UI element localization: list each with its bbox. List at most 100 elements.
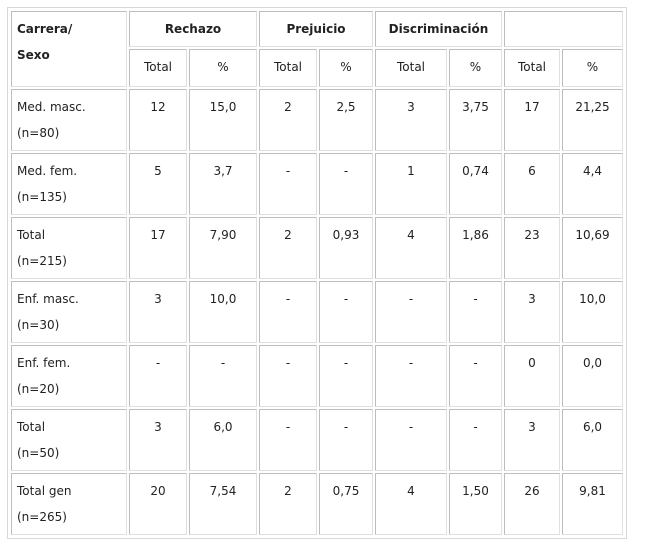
- row-label-n: (n=80): [17, 126, 59, 140]
- table-cell: -: [319, 409, 373, 471]
- row-label: Med. masc. (n=80): [11, 89, 127, 151]
- table-cell: 26: [504, 473, 560, 535]
- table-cell: 21,25: [562, 89, 623, 151]
- table-cell: -: [259, 409, 317, 471]
- header-total-group: [504, 11, 623, 47]
- header-carrera-sexo: Carrera/Sexo: [11, 11, 127, 87]
- table-cell: 4: [375, 473, 447, 535]
- subheader-cell: Total: [375, 49, 447, 87]
- row-label-n: (n=20): [17, 382, 59, 396]
- subheader-cell: %: [189, 49, 257, 87]
- table-cell: -: [319, 281, 373, 343]
- row-label-name: Enf. masc.: [17, 292, 79, 306]
- table-cell: 1,50: [449, 473, 502, 535]
- subheader-cell: %: [562, 49, 623, 87]
- row-label-name: Med. fem.: [17, 164, 77, 178]
- table-row: Med. fem.(n=135)53,7--10,7464,4: [11, 153, 623, 215]
- table-cell: -: [449, 345, 502, 407]
- table-cell: 0,93: [319, 217, 373, 279]
- table-cell: 20: [129, 473, 187, 535]
- header-rechazo: Rechazo: [129, 11, 257, 47]
- table-cell: 23: [504, 217, 560, 279]
- row-label-n: (n=30): [17, 318, 59, 332]
- table-cell: -: [129, 345, 187, 407]
- row-label: Total (n=50): [11, 409, 127, 471]
- table-cell: 4: [375, 217, 447, 279]
- table-cell: 7,54: [189, 473, 257, 535]
- table-cell: -: [375, 409, 447, 471]
- table-row: Med. masc. (n=80) 1215,022,533,751721,25: [11, 89, 623, 151]
- table-cell: 6,0: [562, 409, 623, 471]
- row-label-n: (n=215): [17, 254, 67, 268]
- subheader-cell: Total: [259, 49, 317, 87]
- subheader-cell: %: [319, 49, 373, 87]
- table-cell: 2,5: [319, 89, 373, 151]
- row-label: Total (n=215): [11, 217, 127, 279]
- table-cell: 0: [504, 345, 560, 407]
- table-cell: 15,0: [189, 89, 257, 151]
- table-cell: -: [259, 281, 317, 343]
- table-cell: 2: [259, 89, 317, 151]
- table-cell: 0,0: [562, 345, 623, 407]
- table-cell: -: [259, 345, 317, 407]
- table-cell: -: [319, 153, 373, 215]
- row-label-name: Med. masc.: [17, 100, 86, 114]
- table-cell: -: [189, 345, 257, 407]
- table-row: Total(n=50)36,0----36,0: [11, 409, 623, 471]
- row-label: Enf. fem. (n=20): [11, 345, 127, 407]
- data-table-container: Carrera/Sexo Rechazo Prejuicio Discrimin…: [7, 7, 627, 539]
- header-discriminacion: Discriminación: [375, 11, 502, 47]
- table-cell: 9,81: [562, 473, 623, 535]
- table-cell: 3,7: [189, 153, 257, 215]
- row-label-name: Total: [17, 420, 45, 434]
- table-cell: -: [449, 281, 502, 343]
- table-cell: 3: [129, 409, 187, 471]
- row-label: Med. fem. (n=135): [11, 153, 127, 215]
- table-cell: 6,0: [189, 409, 257, 471]
- row-label-n: (n=265): [17, 510, 67, 524]
- table-cell: 3: [504, 409, 560, 471]
- table-row: Enf. masc.(n=30)310,0----310,0: [11, 281, 623, 343]
- table-cell: -: [375, 345, 447, 407]
- table-cell: 3,75: [449, 89, 502, 151]
- table-cell: -: [449, 409, 502, 471]
- data-table: Carrera/Sexo Rechazo Prejuicio Discrimin…: [9, 9, 625, 537]
- header-row: Carrera/Sexo Rechazo Prejuicio Discrimin…: [11, 11, 623, 47]
- table-cell: 10,0: [189, 281, 257, 343]
- table-cell: 4,4: [562, 153, 623, 215]
- table-row: Enf. fem.(n=20)------00,0: [11, 345, 623, 407]
- row-label-n: (n=135): [17, 190, 67, 204]
- row-label: Enf. masc. (n=30): [11, 281, 127, 343]
- table-cell: 0,74: [449, 153, 502, 215]
- header-text: Carrera/: [17, 22, 72, 36]
- row-label-name: Enf. fem.: [17, 356, 70, 370]
- row-label-n: (n=50): [17, 446, 59, 460]
- table-row: Total gen (n=265) 207,5420,7541,50269,81: [11, 473, 623, 535]
- subheader-cell: Total: [129, 49, 187, 87]
- row-label: Total gen (n=265): [11, 473, 127, 535]
- table-cell: 17: [129, 217, 187, 279]
- table-cell: 5: [129, 153, 187, 215]
- table-cell: 10,69: [562, 217, 623, 279]
- table-cell: 2: [259, 217, 317, 279]
- table-cell: 1: [375, 153, 447, 215]
- header-text: Sexo: [17, 48, 50, 62]
- table-cell: 17: [504, 89, 560, 151]
- table-cell: 12: [129, 89, 187, 151]
- header-prejuicio: Prejuicio: [259, 11, 373, 47]
- table-cell: 0,75: [319, 473, 373, 535]
- subheader-cell: %: [449, 49, 502, 87]
- table-cell: 3: [504, 281, 560, 343]
- row-label-name: Total: [17, 228, 45, 242]
- table-cell: 10,0: [562, 281, 623, 343]
- table-cell: -: [319, 345, 373, 407]
- row-label-name: Total gen: [17, 484, 71, 498]
- table-cell: 7,90: [189, 217, 257, 279]
- table-cell: 2: [259, 473, 317, 535]
- table-cell: 3: [129, 281, 187, 343]
- table-cell: -: [375, 281, 447, 343]
- table-cell: 1,86: [449, 217, 502, 279]
- table-cell: 3: [375, 89, 447, 151]
- table-row: Total (n=215) 177,9020,9341,862310,69: [11, 217, 623, 279]
- table-cell: 6: [504, 153, 560, 215]
